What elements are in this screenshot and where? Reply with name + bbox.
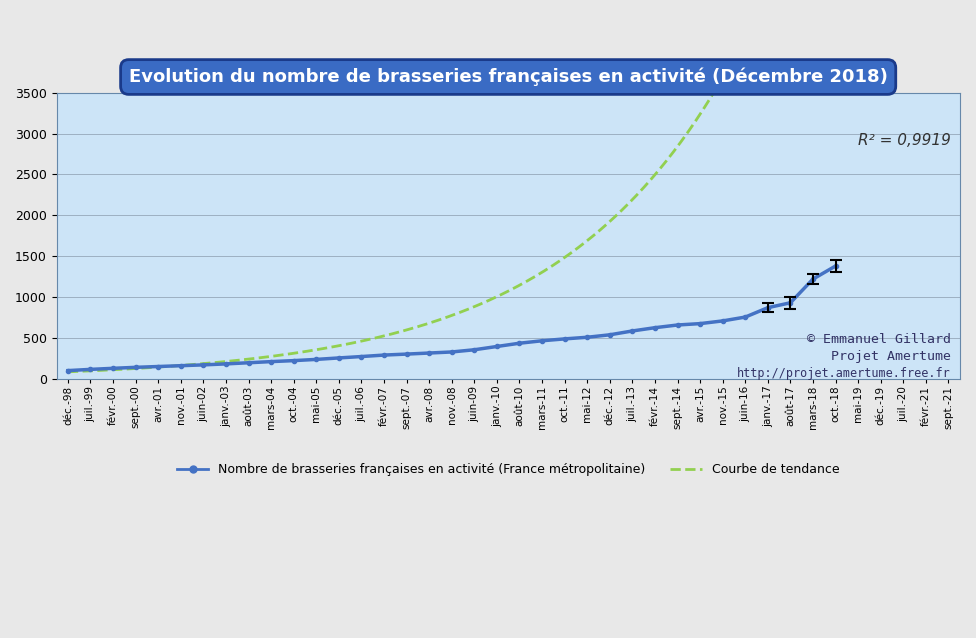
Text: http://projet.amertume.free.fr: http://projet.amertume.free.fr <box>737 367 951 380</box>
Nombre de brasseries françaises en activité (France métropolitaine) <box>740 313 752 321</box>
Nombre de brasseries françaises en activité (France métropolitaine) <box>491 343 503 350</box>
Nombre de brasseries françaises en activité (France métropolitaine) <box>424 349 435 357</box>
Nombre de brasseries françaises en activité (France métropolitaine) <box>130 364 142 371</box>
Nombre de brasseries françaises en activité (France métropolitaine) <box>333 354 345 362</box>
Nombre de brasseries françaises en activité (France métropolitaine) <box>310 355 322 363</box>
Nombre de brasseries françaises en activité (France métropolitaine) <box>785 299 796 307</box>
Nombre de brasseries françaises en activité (France métropolitaine) <box>197 361 209 369</box>
Nombre de brasseries françaises en activité (France métropolitaine) <box>175 362 186 369</box>
Text: R² = 0,9919: R² = 0,9919 <box>858 133 951 148</box>
Nombre de brasseries françaises en activité (France métropolitaine) <box>694 320 706 327</box>
Nombre de brasseries françaises en activité (France métropolitaine) <box>220 360 231 367</box>
Nombre de brasseries françaises en activité (France métropolitaine) <box>582 334 593 341</box>
Nombre de brasseries françaises en activité (France métropolitaine) <box>152 362 164 370</box>
Courbe de tendance <box>218 358 229 366</box>
Nombre de brasseries françaises en activité (France métropolitaine) <box>604 331 616 339</box>
Nombre de brasseries françaises en activité (France métropolitaine) <box>265 358 277 366</box>
Nombre de brasseries françaises en activité (France métropolitaine) <box>649 324 661 332</box>
Text: Projet Amertume: Projet Amertume <box>831 350 951 363</box>
Courbe de tendance <box>650 170 662 177</box>
Nombre de brasseries françaises en activité (France métropolitaine) <box>716 317 728 325</box>
Nombre de brasseries françaises en activité (France métropolitaine) <box>243 359 255 367</box>
Nombre de brasseries françaises en activité (France métropolitaine) <box>378 352 389 359</box>
Nombre de brasseries françaises en activité (France métropolitaine) <box>513 339 525 347</box>
Text: Evolution du nombre de brasseries françaises en activité (Décembre 2018): Evolution du nombre de brasseries frança… <box>129 68 887 86</box>
Nombre de brasseries françaises en activité (France métropolitaine) <box>536 337 548 345</box>
Nombre de brasseries françaises en activité (France métropolitaine) <box>62 367 74 375</box>
Courbe de tendance <box>461 306 472 314</box>
Nombre de brasseries françaises en activité (France métropolitaine) <box>671 321 683 329</box>
Text: © Emmanuel Gillard: © Emmanuel Gillard <box>807 333 951 346</box>
Line: Courbe de tendance: Courbe de tendance <box>68 0 949 372</box>
Nombre de brasseries françaises en activité (France métropolitaine) <box>288 357 300 364</box>
Courbe de tendance <box>62 368 74 376</box>
Nombre de brasseries françaises en activité (France métropolitaine) <box>762 304 774 311</box>
Nombre de brasseries françaises en activité (France métropolitaine) <box>355 353 367 360</box>
Courbe de tendance <box>581 237 592 245</box>
Courbe de tendance <box>725 59 737 66</box>
Courbe de tendance <box>289 350 301 357</box>
Nombre de brasseries françaises en activité (France métropolitaine) <box>446 348 458 356</box>
Nombre de brasseries françaises en activité (France métropolitaine) <box>85 366 97 373</box>
Line: Nombre de brasseries françaises en activité (France métropolitaine): Nombre de brasseries françaises en activ… <box>65 264 837 373</box>
Nombre de brasseries françaises en activité (France métropolitaine) <box>830 262 841 270</box>
Nombre de brasseries françaises en activité (France métropolitaine) <box>559 335 571 343</box>
Nombre de brasseries françaises en activité (France métropolitaine) <box>627 327 638 335</box>
Nombre de brasseries françaises en activité (France métropolitaine) <box>468 346 480 353</box>
Legend: Nombre de brasseries françaises en activité (France métropolitaine), Courbe de t: Nombre de brasseries françaises en activ… <box>172 458 844 481</box>
Nombre de brasseries françaises en activité (France métropolitaine) <box>401 350 413 358</box>
Nombre de brasseries françaises en activité (France métropolitaine) <box>807 275 819 283</box>
Nombre de brasseries françaises en activité (France métropolitaine) <box>107 364 119 372</box>
